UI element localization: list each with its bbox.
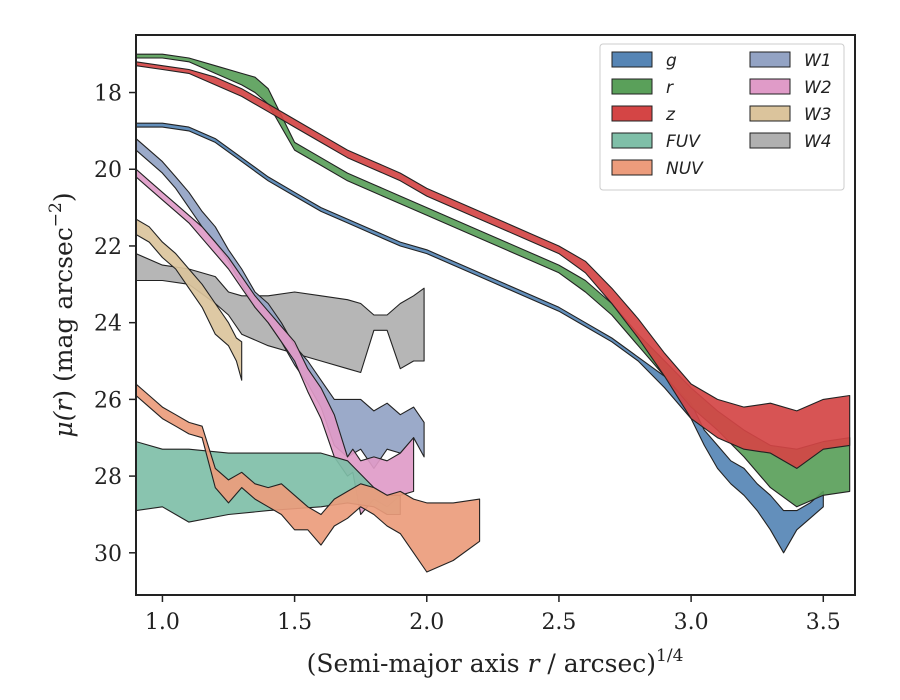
x-axis-label: (Semi-major axis r / arcsec)1/4 — [307, 646, 684, 678]
legend-label-nuv: NUV — [666, 159, 704, 179]
legend-swatch-w2 — [749, 78, 791, 95]
y-axis-label-var: r — [49, 398, 78, 412]
y-tick-label: 22 — [94, 235, 122, 260]
legend-swatch-w1 — [749, 51, 791, 68]
x-tick-label: 2.5 — [541, 610, 576, 635]
y-tick-label: 26 — [94, 388, 122, 413]
legend-label-g: g — [666, 51, 677, 71]
x-axis: 1.0 1.5 2.0 2.5 3.0 3.5 — [145, 595, 841, 635]
x-tick-label: 1.0 — [145, 610, 180, 635]
band-w3 — [136, 218, 243, 381]
legend-label-z: z — [665, 105, 676, 125]
legend-swatch-z — [611, 105, 653, 122]
y-tick-label: 30 — [94, 542, 122, 567]
plot-area — [136, 53, 851, 573]
y-tick-label: 28 — [94, 465, 122, 490]
band-z — [136, 61, 851, 469]
y-tick-label: 24 — [94, 312, 122, 337]
legend-swatch-nuv — [611, 159, 653, 176]
legend-swatch-fuv — [611, 132, 653, 149]
band-w2 — [136, 168, 415, 516]
x-tick-label: 2.0 — [409, 610, 444, 635]
legend: grz FUV NUV W1 W2 W3 W4 — [599, 43, 845, 191]
x-axis-label-prefix: (Semi-major axis — [307, 649, 528, 678]
legend-swatch-r — [611, 78, 653, 95]
band-nuv — [136, 383, 481, 573]
x-tick-label: 3.5 — [806, 610, 841, 635]
y-axis-label-mid: ) (mag arcsec — [49, 227, 78, 400]
legend-label-w1: W1 — [804, 51, 832, 71]
legend-swatch-w4 — [749, 132, 791, 149]
y-axis-label-close: ) — [49, 192, 78, 202]
legend-label-w4: W4 — [804, 132, 832, 152]
y-tick-label: 18 — [94, 82, 122, 107]
y-axis-label: μ(r) (mag arcsec−2) — [46, 192, 78, 437]
legend-label-r: r — [666, 78, 674, 98]
x-tick-label: 1.5 — [277, 610, 312, 635]
band-g — [136, 122, 824, 554]
x-tick-label: 3.0 — [674, 610, 709, 635]
band-r — [136, 53, 851, 508]
axes-frame — [135, 34, 856, 596]
x-axis-label-var: r — [528, 649, 542, 678]
y-axis: 18 20 22 24 26 28 30 — [94, 82, 136, 567]
y-axis-label-exponent: −2 — [46, 202, 66, 227]
x-axis-label-suffix: / arcsec) — [539, 649, 656, 678]
x-axis-label-exponent: 1/4 — [656, 646, 683, 666]
y-axis-label-mu: μ( — [49, 410, 78, 437]
y-tick-label: 20 — [94, 158, 122, 183]
legend-label-w2: W2 — [804, 78, 832, 98]
legend-swatch-g — [611, 51, 653, 68]
legend-label-w3: W3 — [804, 105, 832, 125]
legend-swatch-w3 — [749, 105, 791, 122]
legend-label-fuv: FUV — [666, 132, 701, 152]
